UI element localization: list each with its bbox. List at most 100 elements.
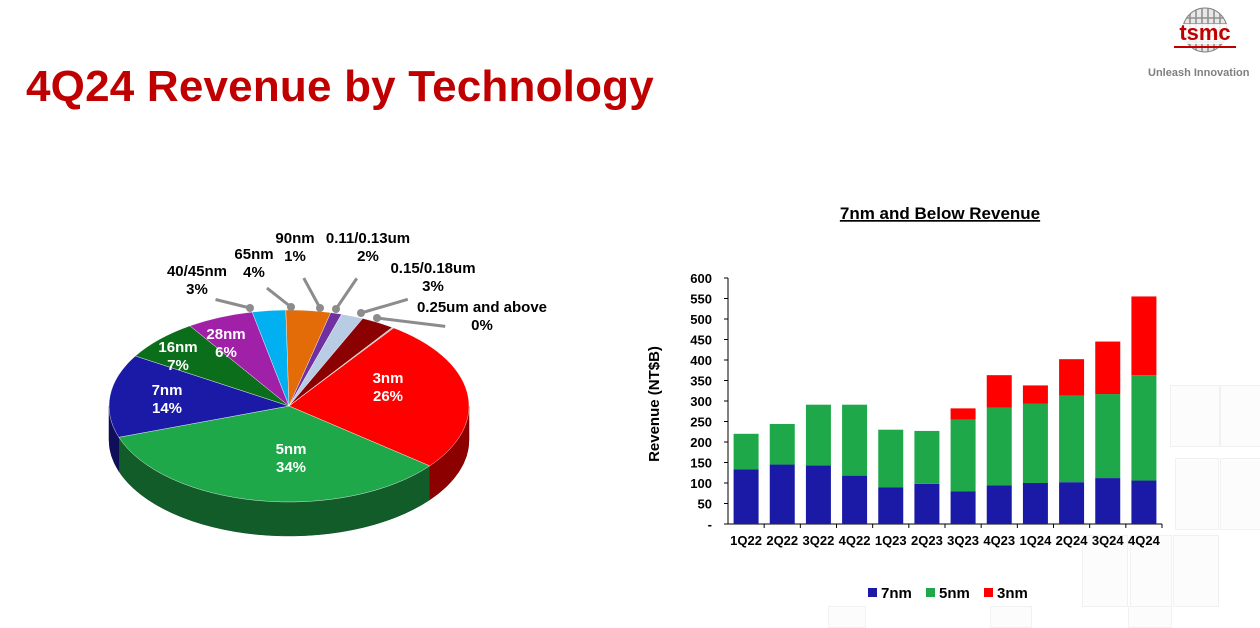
pie-chart: 3nm26%5nm34%7nm14%16nm7%28nm6%40/45nm3%6… [108,230,547,537]
x-tick-label: 2Q22 [766,533,798,548]
background-tile [1220,385,1260,447]
pie-label-3nm: 3nm [373,370,404,387]
x-tick-label: 3Q22 [803,533,835,548]
bars [733,296,1157,524]
pie-labels: 3nm26%5nm34%7nm14%16nm7%28nm6%40/45nm3%6… [152,230,547,476]
bar-3nm-3Q24 [1095,341,1121,395]
bar-7nm-2Q22 [769,464,795,524]
pie-value-0-15-0-18um: 3% [422,278,444,295]
legend-label-3nm: 3nm [997,585,1028,602]
bar-3nm-4Q23 [986,375,1012,408]
bar-5nm-4Q23 [986,407,1012,486]
bar-5nm-1Q22 [733,433,759,470]
bar-7nm-1Q23 [878,487,904,524]
leader-line [266,286,292,309]
pie-label-0-11-0-13um: 0.11/0.13um [326,230,410,247]
leader-line [376,316,446,328]
bar-5nm-1Q24 [1022,403,1048,483]
bar-7nm-1Q24 [1022,483,1048,524]
leader-dot [332,305,340,313]
pie-value-0-25um-and-above: 0% [471,317,493,334]
leader-dot [357,309,365,317]
bar-5nm-3Q22 [805,404,831,466]
x-tick-label: 2Q23 [911,533,943,548]
bar-5nm-3Q24 [1095,394,1121,479]
x-tick-label: 1Q22 [730,533,762,548]
pie-label-40-45nm: 40/45nm [167,263,227,280]
pie-slices [108,309,470,503]
x-tick-label: 3Q24 [1092,533,1125,548]
pie-slice-0-25um-and-above [288,327,395,407]
x-tick-label: 4Q23 [983,533,1015,548]
pie-label-0-25um-and-above: 0.25um and above [417,299,547,316]
background-tile [1175,458,1219,530]
bar-7nm-4Q22 [842,475,868,524]
bar-5nm-4Q22 [842,404,868,476]
pie-value-65nm: 4% [243,264,265,281]
legend-swatch-7nm [868,588,877,597]
bar-7nm-2Q23 [914,483,940,524]
pie-value-7nm: 14% [152,400,182,417]
y-tick-label: 350 [690,374,712,389]
y-tick-label: 200 [690,435,712,450]
y-tick-label: 550 [690,292,712,307]
pie-label-0-15-0-18um: 0.15/0.18um [390,260,475,277]
y-tick-label: 500 [690,312,712,327]
bar-3nm-4Q24 [1131,296,1157,376]
y-axis-label: Revenue (NT$B) [646,346,663,462]
legend-swatch-5nm [926,588,935,597]
bar-3nm-1Q24 [1022,385,1048,404]
bar-7nm-3Q24 [1095,478,1121,524]
leader-dot [287,303,295,311]
x-tick-label: 3Q23 [947,533,979,548]
y-tick-label: 150 [690,456,712,471]
bar-7nm-3Q22 [805,465,831,524]
background-tile [1082,535,1128,607]
pie-label-5nm: 5nm [276,441,307,458]
pie-value-0-11-0-13um: 2% [357,248,379,265]
pie-slice-3nm [288,327,470,467]
legend-label-7nm: 7nm [881,585,912,602]
y-tick-label: 400 [690,353,712,368]
page-title: 4Q24 Revenue by Technology [26,62,654,111]
bar-5nm-2Q22 [769,423,795,465]
pie-slice-5nm [118,405,431,503]
tsmc-logo: tsmc [1173,7,1237,53]
leader-dot [316,304,324,312]
logo-text: tsmc [1179,20,1230,45]
pie-label-90nm: 90nm [275,230,314,247]
pie-label-7nm: 7nm [152,382,183,399]
background-tile [1170,385,1220,447]
bar-5nm-2Q23 [914,430,940,484]
y-tick-label: 450 [690,333,712,348]
bar-7nm-4Q24 [1131,480,1157,524]
pie-label-28nm: 28nm [206,326,245,343]
leader-dot [246,304,254,312]
pie-value-16nm: 7% [167,357,189,374]
leader-line [215,298,251,310]
leader-line [302,277,322,309]
x-tick-label: 4Q24 [1128,533,1161,548]
bar-3nm-2Q24 [1059,359,1085,396]
legend: 7nm 5nm 3nm [868,585,1028,602]
pie-value-40-45nm: 3% [186,281,208,298]
leader-line [360,297,409,315]
legend-label-5nm: 5nm [939,585,970,602]
y-tick-label: 50 [698,497,712,512]
bar-7nm-3Q23 [950,491,976,524]
x-tick-label: 1Q23 [875,533,907,548]
y-tick-label: 600 [690,271,712,286]
bar-5nm-4Q24 [1131,375,1157,481]
bar-7nm-1Q22 [733,469,759,524]
legend-swatch-3nm [984,588,993,597]
pie-slice-7nm [108,355,290,438]
bar-7nm-2Q24 [1059,482,1085,524]
background-tile [1220,458,1260,530]
bar-chart-title: 7nm and Below Revenue [840,204,1040,223]
tagline: Unleash Innovation [1148,67,1250,79]
bar-7nm-4Q23 [986,485,1012,524]
x-tick-label: 1Q24 [1020,533,1053,548]
pie-value-3nm: 26% [373,388,403,405]
x-tick-label: 2Q24 [1056,533,1089,548]
